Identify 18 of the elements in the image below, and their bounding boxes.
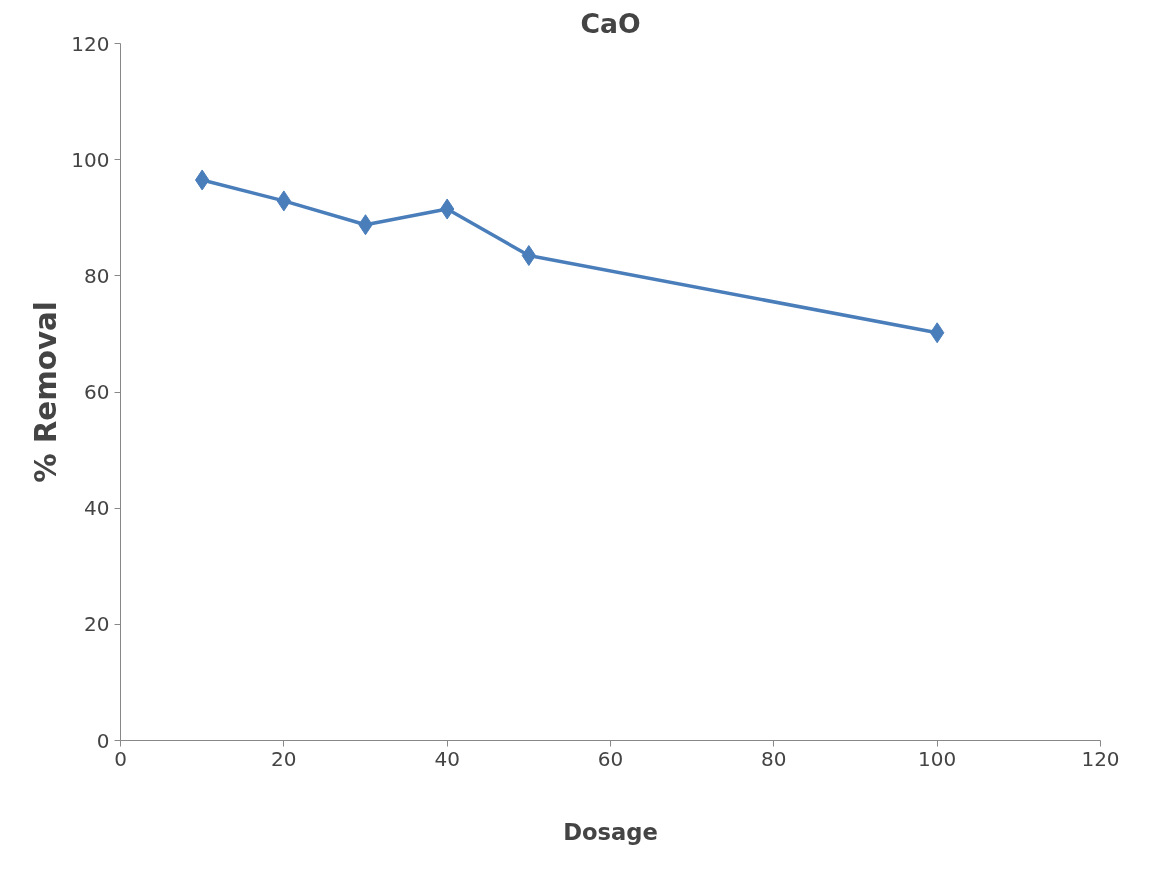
y-tick-label: 20 — [84, 612, 110, 637]
x-tick-label: 20 — [271, 746, 297, 771]
x-tick-label: 60 — [597, 746, 624, 771]
y-tick-label: 40 — [84, 496, 110, 521]
y-tick-label: 60 — [84, 380, 110, 404]
x-tick-label: 40 — [434, 746, 460, 771]
x-tick-label: 100 — [918, 746, 957, 771]
y-axis-title: % Removal — [29, 301, 64, 483]
x-tick-label: 0 — [114, 746, 127, 771]
point — [521, 245, 536, 266]
y-tick-label: 0 — [96, 728, 110, 753]
x-tick-label: 120 — [1081, 746, 1120, 771]
x-tick-label: 80 — [761, 746, 787, 771]
y-tick-label: 80 — [84, 263, 110, 288]
y-tick-label: 100 — [71, 147, 110, 172]
chart-title: CaO — [580, 7, 641, 39]
x-axis-title: Dosage — [563, 818, 658, 845]
y-tick-label: 120 — [71, 31, 110, 56]
